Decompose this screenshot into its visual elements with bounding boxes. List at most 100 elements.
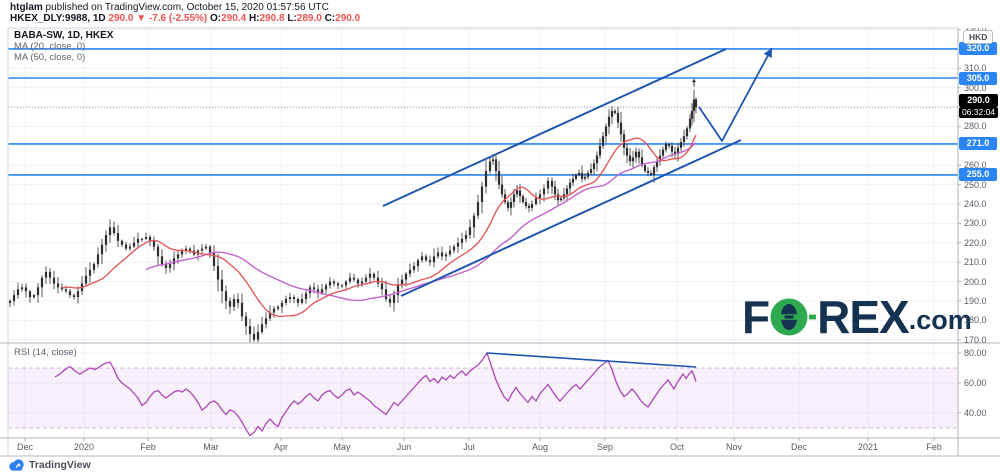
candle-body [8,300,12,303]
low-label: L: [287,13,297,24]
candle-body [580,172,584,179]
candle-body [456,242,460,247]
candle-body [515,190,519,195]
candle-body [503,194,507,203]
candle-body [664,143,668,150]
candle-body [500,184,504,195]
candle-body [132,242,136,247]
candle-body [44,271,48,278]
symbol-name: HKEX_DLY:9988, 1D [10,13,106,24]
candle-body [568,182,572,189]
candle-body [220,279,224,292]
tradingview-cloud-icon [9,459,24,471]
candle-body [324,285,328,290]
candle-body [634,151,638,158]
time-axis-label: Feb [926,442,942,452]
candle-body [604,126,608,137]
price-tick-label: 190.0 [964,295,987,306]
candle-body [472,215,476,228]
time-axis-label: Dec [790,442,808,452]
candle-body [400,279,404,286]
candle-body [601,136,605,146]
price-tick-label: 280.0 [964,121,987,132]
candle-body [372,273,376,278]
candle-body [256,331,260,340]
main-pane-legend[interactable]: BABA-SW, 1D, HKEX MA (20, close, 0) MA (… [14,30,113,63]
legend-ma20[interactable]: MA (20, close, 0) [14,41,86,52]
price-tick-label: 300.0 [964,82,987,93]
candle-body [538,194,542,199]
time-axis-label: Oct [669,442,685,452]
candle-body [480,186,484,203]
bar-close-countdown: 06:32:04 [959,107,998,118]
candle-body [292,297,296,299]
rsi-pane-legend[interactable]: RSI (14, close) [14,347,77,358]
candle-body [248,326,252,334]
legend-symbol[interactable]: BABA-SW, 1D, HKEX [14,30,114,41]
candle-body [96,254,100,265]
currency-toggle-button[interactable]: HKD [963,30,994,44]
symbol-ohlc-row: HKEX_DLY:9988, 1D 290.0 ▼ -7.6 (-2.55%) … [10,13,360,24]
candle-body [464,235,468,239]
price-axis[interactable]: 330.0310.0300.0280.0260.0250.0240.0230.0… [958,28,1000,456]
candle-body [509,202,513,208]
candle-body [518,190,522,197]
candle-body [16,289,20,296]
candle-body [76,291,80,298]
time-axis-label: Nov [725,442,743,452]
candle-body [160,256,164,265]
rsi-line [54,351,697,437]
candle-body [428,260,432,263]
candle-body [304,293,308,299]
candle-body [184,248,188,251]
candle-body [12,295,16,301]
legend-ma50[interactable]: MA (50, close, 0) [14,52,86,63]
candle-body [172,258,176,265]
candle-body [148,236,152,241]
candle-body [619,122,623,135]
price-tick-label: 180.0 [964,315,987,326]
price-change: 290.0 ▼ -7.6 (-2.55%) [108,13,208,24]
candle-body [208,246,212,253]
candle-body [436,252,440,257]
candle-body [484,171,488,187]
forex-o-coin-icon [770,298,817,336]
published-byline: htglam published on TradingView.com, Oct… [10,2,329,13]
level-price-label: 271.0 [959,137,997,151]
time-axis-label: Dec [16,442,34,452]
candle-body [589,169,593,173]
candle-body [280,302,284,307]
candle-body [673,151,677,154]
tradingview-attribution[interactable]: TradingView [8,459,91,471]
high-label: H: [248,13,260,24]
candle-body [424,256,428,261]
candle-body [136,238,140,243]
time-axis[interactable]: Dec 2020 Feb Mar Apr May Jun Jul Aug Sep Oct Nov Dec… [0,438,958,456]
byline-username: htglam [10,2,43,13]
candle-body [643,165,647,172]
candle-body [40,277,44,288]
candle-body [368,273,372,278]
time-axis-label: 2021 [857,442,879,452]
candle-body [120,240,124,245]
candle-body [488,161,492,172]
candle-body [607,116,611,127]
candle-body [577,172,581,175]
time-axis-label: Jul [463,442,475,452]
candle-body [204,246,208,249]
price-tick-label: 220.0 [964,237,987,248]
rsi-tick-label: 80.00 [964,348,987,359]
time-axis-label: Aug [531,442,549,452]
candle-body [164,264,168,268]
candle-body [690,110,694,119]
watermark-dotcom: .com [908,305,972,335]
forex-com-watermark: F REX .com [742,294,972,340]
candle-body [583,176,587,179]
level-price-label: 305.0 [959,71,997,85]
candle-body [553,186,557,195]
rsi-tick-label: 60.00 [964,378,987,388]
candle-body [556,194,560,201]
level-price-label: 255.0 [959,168,997,182]
candle-body [676,147,680,154]
